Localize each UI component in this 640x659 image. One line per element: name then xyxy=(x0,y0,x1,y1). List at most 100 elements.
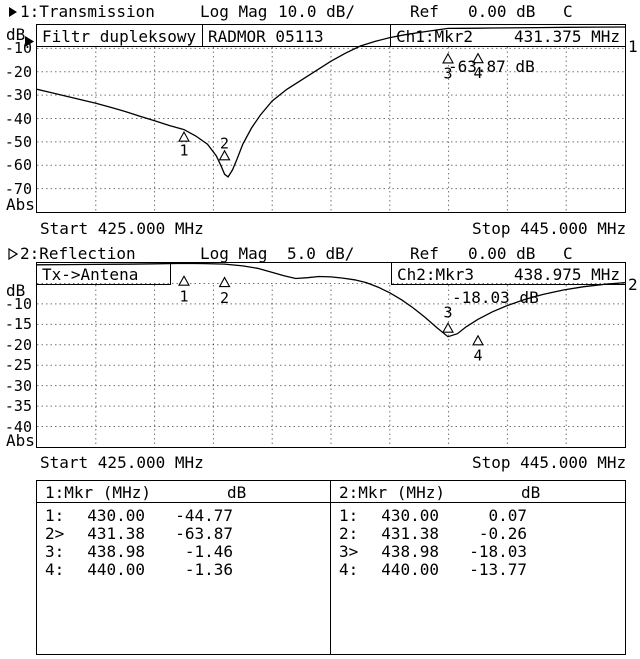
marker-value: -1.46 xyxy=(184,542,233,561)
table-row: 4: 440.00 -1.36 xyxy=(45,561,330,579)
table-row: 2: 431.38 -0.26 xyxy=(339,525,625,543)
ch2-start-label: Start 425.000 MHz xyxy=(40,453,204,472)
marker-table-ch2-unit: dB xyxy=(521,483,541,502)
ch1-title-line: 1:Transmission Log Mag 10.0 dB/ Ref 0.00… xyxy=(0,3,640,21)
ch1-plot: 1 2 3 4 xyxy=(37,26,625,212)
y-tick-label: -40 xyxy=(4,109,32,128)
marker-id: 2> xyxy=(45,524,65,543)
y-tick-label: -15 xyxy=(4,315,32,334)
y-tick-label: -50 xyxy=(4,132,32,151)
marker-table-ch1-rows: 1: 430.00 -44.77 2> 431.38 -63.87 3: 438… xyxy=(37,503,330,579)
table-row: 3> 438.98 -18.03 xyxy=(339,543,625,561)
marker-2-label: 2 xyxy=(220,289,229,307)
ch2-plot: 1 2 3 4 xyxy=(37,263,625,447)
marker-table-ch2-rows: 1: 430.00 0.07 2: 431.38 -0.26 3> 438.98… xyxy=(331,503,625,579)
marker-value: 0.07 xyxy=(488,506,527,525)
marker-value: -0.26 xyxy=(478,524,527,543)
marker-4-icon xyxy=(472,334,484,346)
ch1-marker-readout: -63.87 dB xyxy=(448,57,535,76)
ch2-ref-label: Ref xyxy=(410,244,439,263)
marker-3-label: 3 xyxy=(443,304,452,322)
y-tick-label: -10 xyxy=(4,39,32,58)
ch2-trace-indicator: 2 xyxy=(628,275,638,294)
ch1-model-label: RADMOR 05113 xyxy=(208,27,324,46)
marker-table-ch2: 2:Mkr (MHz) dB 1: 430.00 0.07 2: 431.38 … xyxy=(330,480,626,655)
y-tick-label: -60 xyxy=(4,156,32,175)
ch1-info-strip: Filtr dupleksowy RADMOR 05113 Ch1:Mkr2 4… xyxy=(37,25,625,47)
marker-1-label: 1 xyxy=(179,142,188,160)
ch1-y-unit: dB xyxy=(6,25,26,44)
marker-value: -63.87 xyxy=(175,524,233,543)
ch2-chart-frame: 1 2 3 4 Tx->Antena Ch2:Mkr3 438.975 MHz xyxy=(36,262,626,448)
y-tick-label: -35 xyxy=(4,397,32,416)
ch2-stop-label: Stop 445.000 MHz xyxy=(472,453,627,472)
y-tick-label: -30 xyxy=(4,376,32,395)
ch1-abs-label: Abs xyxy=(6,195,35,214)
marker-table-ch1-unit: dB xyxy=(227,483,247,502)
marker-id: 3> xyxy=(339,542,359,561)
marker-value: -18.03 xyxy=(469,542,527,561)
marker-value: -1.36 xyxy=(184,560,233,579)
ch1-start-label: Start 425.000 MHz xyxy=(40,219,204,238)
ch1-ref-value: 0.00 dB xyxy=(468,2,536,21)
ch1-scale-value: 10.0 dB/ xyxy=(278,2,356,21)
table-row: 3: 438.98 -1.46 xyxy=(45,543,330,561)
y-tick-label: -30 xyxy=(4,86,32,105)
ch2-cal-flag: C xyxy=(563,244,573,263)
ch1-marker-cell: Ch1:Mkr2 431.375 MHz xyxy=(391,25,625,47)
marker-4-label: 4 xyxy=(473,64,482,82)
marker-id: 3: xyxy=(45,542,65,561)
marker-id: 1: xyxy=(339,506,359,525)
ch2-title-line: 2:Reflection Log Mag 5.0 dB/ Ref 0.00 dB… xyxy=(0,245,640,263)
marker-3-icon xyxy=(442,322,454,333)
ch2-marker-readout: -18.03 dB xyxy=(452,288,539,307)
ch1-device-cell: Filtr dupleksowy xyxy=(37,25,203,47)
y-tick-label: -20 xyxy=(4,62,32,81)
marker-2-icon xyxy=(218,276,231,288)
ch1-cal-flag: C xyxy=(563,2,573,21)
table-row: 2> 431.38 -63.87 xyxy=(45,525,330,543)
ch1-chart-frame: 1 2 3 4 Filtr dupleksowy RADMOR 05113 Ch1:M… xyxy=(36,24,626,213)
ch2-format-label: Log Mag xyxy=(200,244,268,263)
marker-id: 1: xyxy=(45,506,65,525)
ch2-title: 2:Reflection xyxy=(20,244,136,263)
marker-freq: 431.38 xyxy=(381,524,439,543)
transmission-trace xyxy=(37,26,625,178)
marker-freq: 440.00 xyxy=(381,560,439,579)
marker-freq: 440.00 xyxy=(87,560,145,579)
y-tick-label: -10 xyxy=(4,294,32,313)
ch1-device-label: Filtr dupleksowy xyxy=(42,27,197,46)
ch1-marker-freq: 431.375 MHz xyxy=(514,27,620,46)
table-row: 1: 430.00 0.07 xyxy=(339,507,625,525)
marker-2-icon xyxy=(218,149,231,161)
marker-id: 2: xyxy=(339,524,359,543)
marker-1-label: 1 xyxy=(179,288,188,306)
ch1-ref-position-icon xyxy=(25,36,34,47)
marker-3-label: 3 xyxy=(443,64,452,82)
marker-1-icon xyxy=(178,275,190,286)
ch1-model-cell: RADMOR 05113 xyxy=(203,25,391,47)
marker-value: -44.77 xyxy=(175,506,233,525)
marker-4-icon xyxy=(472,52,484,64)
reflection-trace xyxy=(37,263,625,338)
marker-table-ch1: 1:Mkr (MHz) dB 1: 430.00 -44.77 2> 431.3… xyxy=(36,480,331,655)
marker-table-ch2-header: 2:Mkr (MHz) dB xyxy=(331,481,625,503)
y-tick-label: -20 xyxy=(4,335,32,354)
ch1-marker-label: Ch1:Mkr2 xyxy=(396,27,474,46)
ch2-marker-cell: Ch2:Mkr3 438.975 MHz xyxy=(391,263,625,285)
marker-id: 4: xyxy=(45,560,65,579)
ch1-trace-indicator: 1 xyxy=(628,37,638,56)
marker-2-label: 2 xyxy=(220,134,229,152)
table-row: 4: 440.00 -13.77 xyxy=(339,561,625,579)
ch2-ref-value: 0.00 dB xyxy=(468,244,536,263)
marker-1-icon xyxy=(178,131,190,142)
ch2-device-label: Tx->Antena xyxy=(42,265,139,284)
ch2-scale-value: 5.0 dB/ xyxy=(287,244,355,263)
ch2-marker-label: Ch2:Mkr3 xyxy=(397,265,475,284)
ch2-marker-freq: 438.975 MHz xyxy=(514,265,620,284)
ch2-y-unit: dB xyxy=(6,281,26,300)
marker-freq: 431.38 xyxy=(87,524,145,543)
marker-freq: 438.98 xyxy=(381,542,439,561)
ch1-format-label: Log Mag xyxy=(200,2,268,21)
marker-table-ch2-title: 2:Mkr (MHz) xyxy=(339,483,445,502)
